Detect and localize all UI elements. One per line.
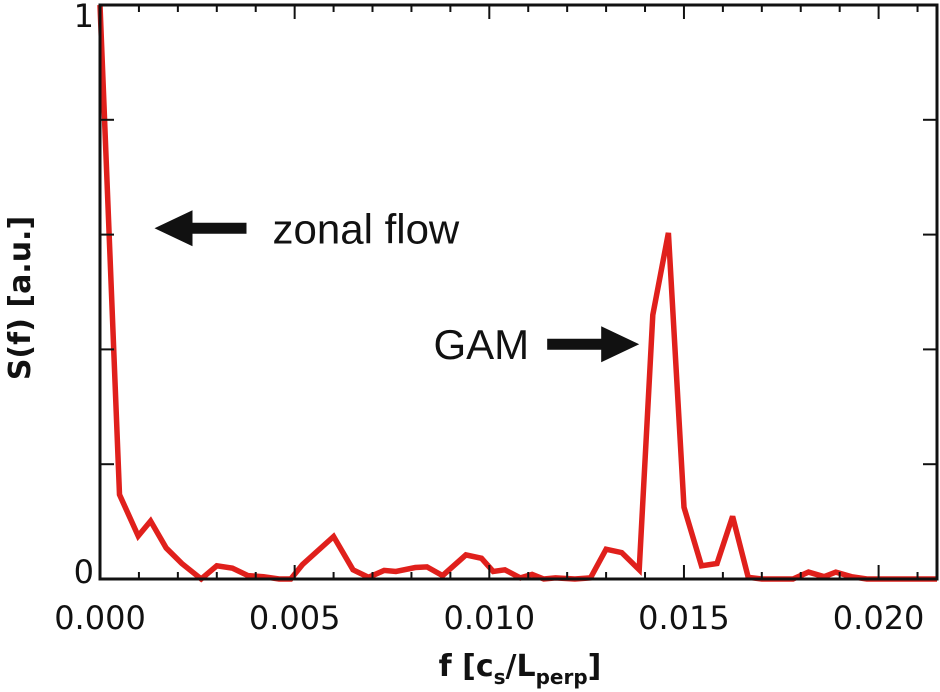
- y-axis-label: S(f) [a.u.]: [3, 216, 38, 380]
- y-tick-label: 1: [74, 0, 94, 35]
- x-axis-label-sub2: perp: [536, 665, 588, 689]
- gam-label: GAM: [434, 321, 530, 368]
- series-layer: [97, 4, 938, 583]
- x-tick-label: 0.015: [638, 599, 730, 637]
- x-axis-label: f [cs/Lperp]: [439, 649, 602, 689]
- gam-arrow: [547, 326, 640, 363]
- zonal-flow-arrow: [154, 210, 247, 247]
- x-axis-label-sub1: s: [494, 665, 506, 689]
- zonal-flow-label: zonal flow: [273, 205, 460, 252]
- x-tick-label: 0.020: [833, 599, 925, 637]
- x-tick-label: 0.010: [443, 599, 535, 637]
- x-axis-label-prefix: f [c: [439, 649, 494, 684]
- axes-layer: [98, 3, 939, 581]
- y-tick-label: 0: [74, 553, 94, 591]
- x-axis-label-suffix: ]: [588, 649, 602, 684]
- plot-frame: [98, 3, 939, 581]
- x-axis-label-mid: /L: [506, 649, 536, 684]
- x-tick-label: 0.000: [54, 599, 146, 637]
- ticks-layer: 0.000 0.005 0.010 0.015 0.020 0 1: [54, 0, 937, 637]
- annotation-layer: zonal flow GAM: [154, 205, 640, 368]
- spectrum-line: [97, 4, 937, 583]
- x-tick-label: 0.005: [249, 599, 341, 637]
